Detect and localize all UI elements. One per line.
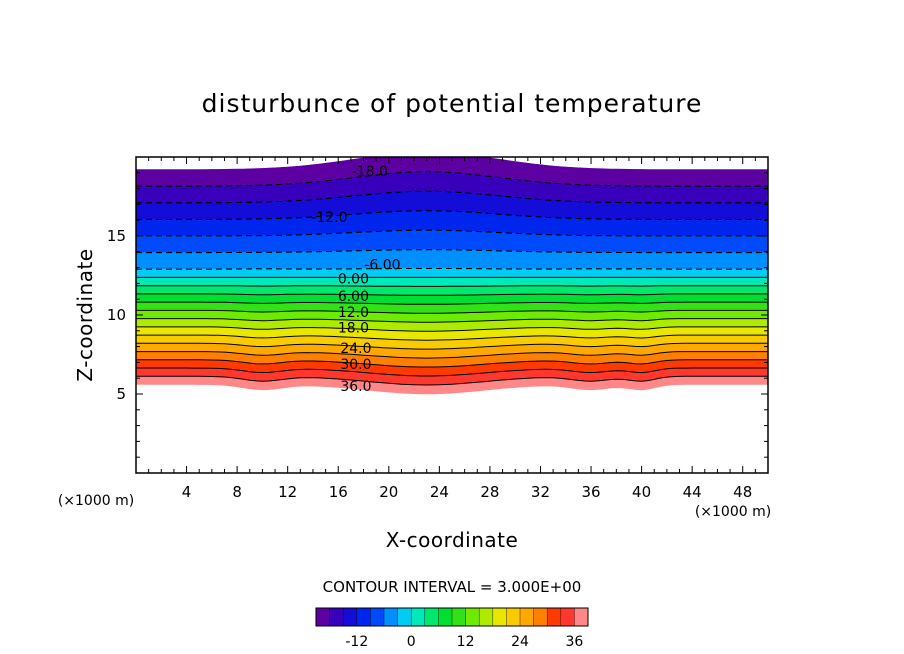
colorbar-segment: [533, 608, 548, 626]
colorbar-frame: [315, 607, 589, 627]
colorbar-segment: [520, 608, 534, 626]
contour-line: [136, 326, 768, 332]
colorbar-segment: [424, 608, 439, 626]
contour-line: [136, 334, 768, 341]
contour-label: 18.0: [338, 321, 369, 337]
colorbar-segment: [492, 608, 507, 626]
contour-label: 36.0: [340, 379, 371, 395]
contour-line: [136, 367, 768, 377]
chart-title: disturbunce of potential temperature: [202, 89, 703, 118]
x-tick-label: 32: [531, 483, 550, 501]
colorbar: [315, 607, 589, 627]
x-tick-label: 24: [430, 483, 449, 501]
contour-lines: [136, 171, 768, 386]
x-tick-label: 36: [581, 483, 600, 501]
colorbar-tick-label: 0: [407, 634, 416, 650]
y-axis-label: Z-coordinate: [73, 248, 97, 381]
colorbar-segment: [343, 608, 358, 626]
colorbar-segment: [356, 608, 371, 626]
contour-line: [136, 342, 768, 350]
contour-label: 6.00: [338, 289, 369, 305]
contour-line: [136, 375, 768, 386]
y-tick-label: 10: [107, 306, 126, 324]
colorbar-segment: [397, 608, 412, 626]
colorbar-tick-label: -12: [345, 634, 368, 650]
contour-band: [136, 277, 768, 287]
colorbar-segment: [384, 608, 398, 626]
x-unit-label-left: (×1000 m): [58, 493, 134, 509]
colorbar-segment: [438, 608, 453, 626]
colorbar-tick-label: 12: [457, 634, 475, 650]
contour-label: 12.0: [338, 305, 369, 321]
contour-label: 30.0: [340, 357, 371, 373]
colorbar-segment: [479, 608, 494, 626]
colorbar-segment: [547, 608, 562, 626]
x-axis-ticks: 4 8 12 16 20 24 28 32 36 40 44 48: [148, 157, 756, 501]
contour-line: [136, 309, 768, 314]
x-tick-label: 16: [329, 483, 348, 501]
x-tick-label: 48: [733, 483, 752, 501]
contour-band: [136, 268, 768, 278]
colorbar-segment: [465, 608, 480, 626]
colorbar-segment: [370, 608, 385, 626]
colorbar-segment: [506, 608, 521, 626]
contour-line: [136, 249, 768, 254]
contour-label: -12.0: [311, 210, 347, 226]
colorbar-segment: [560, 608, 575, 626]
colorbar-tick-label: 36: [565, 634, 583, 650]
contour-label: -18.0: [352, 164, 388, 180]
x-tick-label: 40: [632, 483, 651, 501]
colorbar-segment: [574, 608, 589, 626]
x-unit-label-right: (×1000 m): [695, 504, 771, 520]
contour-line: [136, 171, 768, 187]
x-tick-label: 20: [379, 483, 398, 501]
x-tick-label: 4: [182, 483, 192, 501]
contour-line: [136, 301, 768, 305]
contour-line: [136, 359, 768, 368]
colorbar-segment: [329, 608, 344, 626]
x-tick-label: 28: [480, 483, 499, 501]
contour-line: [136, 318, 768, 323]
x-tick-label: 12: [278, 483, 297, 501]
colorbar-segment: [316, 608, 330, 626]
contour-line: [136, 210, 768, 220]
y-tick-label: 5: [116, 385, 126, 403]
contour-line: [136, 229, 768, 237]
contour-label: -6.00: [364, 257, 400, 273]
colorbar-segment: [411, 608, 426, 626]
contour-line: [136, 285, 768, 287]
contour-line: [136, 267, 768, 270]
x-tick-label: 8: [232, 483, 242, 501]
colorbar-tick-label: 24: [511, 634, 529, 650]
contour-label: 0.00: [338, 272, 369, 288]
contour-label: 24.0: [340, 341, 371, 357]
colorbar-segment: [452, 608, 466, 626]
x-tick-label: 44: [683, 483, 702, 501]
colorbar-ticks: -12 0 12 24 36: [345, 634, 583, 650]
contour-line: [136, 190, 768, 204]
contour-line: [136, 351, 768, 359]
y-axis-ticks: 5 10 15: [107, 172, 768, 458]
x-axis-label: X-coordinate: [386, 528, 519, 552]
contour-interval-text: CONTOUR INTERVAL = 3.000E+00: [323, 578, 582, 596]
y-tick-label: 15: [107, 227, 126, 245]
contour-line: [136, 293, 768, 296]
